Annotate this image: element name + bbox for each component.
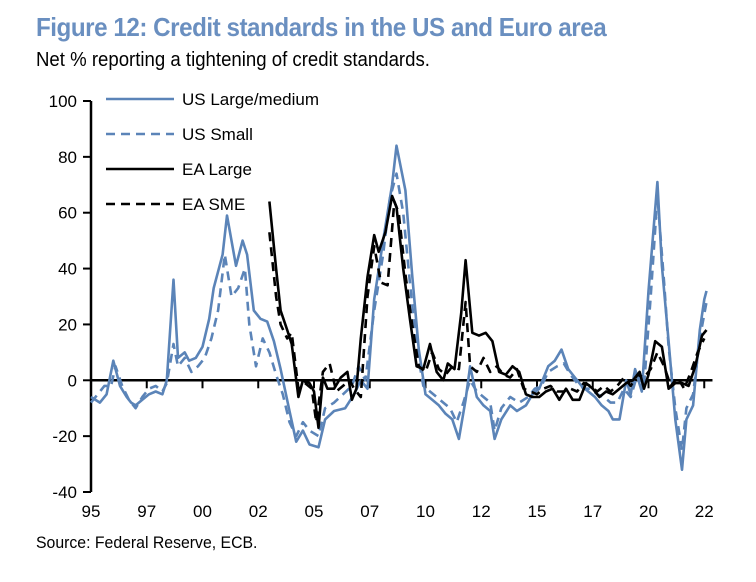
x-tick-label: 22 (695, 502, 714, 521)
axes: 100 80 60 40 20 0 -20 -40 95 97 00 02 05 07 10 12 15 17 20… (49, 92, 714, 521)
x-tick-label: 20 (639, 502, 658, 521)
y-tick-label: -20 (52, 427, 77, 446)
x-tick-label: 05 (305, 502, 324, 521)
legend-label: EA Large (182, 160, 252, 179)
source-note: Source: Federal Reserve, ECB. (36, 533, 258, 552)
x-tick-label: 95 (82, 502, 101, 521)
series-group (89, 144, 708, 471)
chart-subtitle: Net % reporting a tightening of credit s… (36, 49, 430, 71)
y-tick-label: 40 (58, 260, 77, 279)
y-tick-label: -40 (52, 483, 77, 502)
x-tick-label: 07 (360, 502, 379, 521)
legend-label: US Small (182, 125, 253, 144)
x-tick-label: 15 (528, 502, 547, 521)
legend-label: US Large/medium (182, 90, 319, 109)
series-us-large-medium (90, 144, 708, 471)
x-tick-label: 12 (472, 502, 491, 521)
y-tick-label: 0 (68, 371, 77, 390)
y-tick-label: 100 (49, 92, 77, 111)
x-tick-label: 02 (249, 502, 268, 521)
y-tick-label: 20 (58, 315, 77, 334)
series-ea-sme (268, 200, 706, 424)
chart-title: Figure 12: Credit standards in the US an… (36, 12, 607, 42)
y-tick-label: 80 (58, 148, 77, 167)
series-us-small (89, 172, 708, 452)
y-tick-label: 60 (58, 204, 77, 223)
x-tick-label: 10 (416, 502, 435, 521)
x-tick-label: 00 (193, 502, 212, 521)
x-tick-label: 97 (137, 502, 156, 521)
series-ea-large (268, 194, 708, 430)
legend: US Large/medium US Small EA Large EA SME (106, 90, 319, 214)
x-tick-label: 17 (583, 502, 602, 521)
legend-label: EA SME (182, 195, 245, 214)
